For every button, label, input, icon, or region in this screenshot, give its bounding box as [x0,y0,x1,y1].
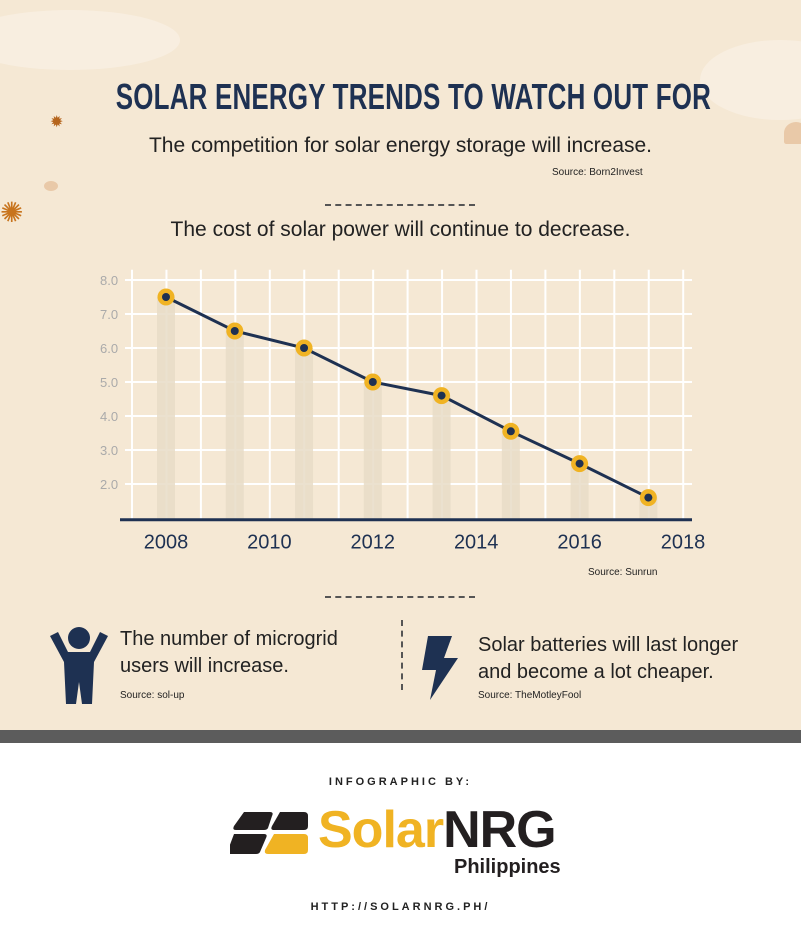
y-tick-label: 2.0 [100,477,118,492]
trend-storage-source: Source: Born2Invest [552,167,643,178]
x-tick-label: 2016 [557,532,602,554]
plant-decoration: ✺ [0,197,24,228]
logo-subtitle: Philippines [454,856,561,878]
solar-panel-logo-icon [230,812,308,854]
point-column [570,463,589,520]
trend-microgrid-text: The number of microgrid users will incre… [120,628,338,677]
data-point-center [437,391,446,400]
y-tick-label: 4.0 [100,409,118,424]
y-tick-label: 7.0 [100,307,118,322]
footer [0,743,801,945]
vertical-divider [401,620,403,690]
data-point-center [368,378,377,386]
cost-line-chart: 2.0 3.0 4.0 5.0 6.0 7.0 8.0 2008 2010 2012 2014 201… [100,269,706,554]
y-tick-label: 3.0 [100,443,118,458]
solarnrg-logo: SolarNRG [318,801,557,859]
x-tick-label: 2008 [144,532,189,554]
person-icon [50,627,108,704]
x-tick-label: 2012 [351,532,396,554]
point-column [363,382,382,520]
data-point-center [230,327,239,335]
y-tick-label: 8.0 [100,273,118,288]
trend-batteries-text: Solar batteries will last longer and bec… [478,634,739,683]
x-tick-label: 2018 [661,532,706,554]
data-point-center [300,344,309,352]
trend-microgrid-source: Source: sol-up [120,690,185,701]
footer-divider-bar [0,730,801,743]
y-tick-label: 6.0 [100,341,118,356]
page-title: SOLAR ENERGY TRENDS TO WATCH OUT FOR [115,76,712,117]
chart-source: Source: Sunrun [588,567,658,578]
trend-storage-text: The competition for solar energy storage… [148,134,653,157]
point-column [501,431,520,520]
point-column [295,348,314,520]
lightning-icon [422,636,458,700]
rock-decoration [44,181,58,191]
website-link[interactable]: HTTP://SOLARNRG.PH/ [310,901,491,913]
data-point-center [162,293,170,301]
trend-batteries-source: Source: TheMotleyFool [478,690,582,701]
x-tick-label: 2010 [247,532,292,554]
data-point-center [575,459,584,468]
point-column [432,395,451,520]
infographic-by-label: INFOGRAPHIC BY: [328,776,473,788]
data-point-center [506,427,515,436]
y-tick-label: 5.0 [100,375,118,390]
point-column [157,297,175,520]
trend-cost-text: The cost of solar power will continue to… [170,218,631,241]
rock-decoration [784,122,801,144]
divider [325,596,475,598]
data-line [165,295,650,499]
data-point-center [644,493,653,502]
divider [325,204,475,206]
x-tick-label: 2014 [454,532,499,554]
plant-decoration: ✹ [50,114,64,131]
cloud-decoration [0,10,180,70]
point-column [225,331,244,520]
